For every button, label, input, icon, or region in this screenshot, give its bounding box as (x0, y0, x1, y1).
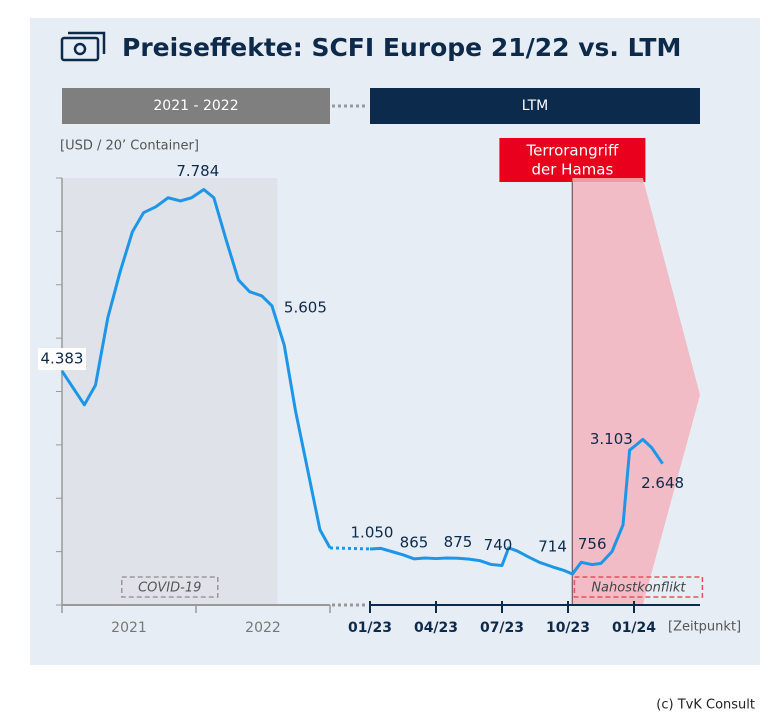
x-tick-label: 2021 (111, 620, 147, 636)
data-label: 2.648 (641, 474, 684, 492)
data-label: 1.050 (351, 523, 394, 541)
data-label: 714 (538, 537, 567, 555)
x-tick-label: 04/23 (414, 620, 458, 636)
header-label: LTM (522, 98, 549, 114)
credit: (c) TvK Consult (656, 698, 755, 713)
price-line (369, 437, 664, 576)
y-unit-label: [USD / 20’ Container] (60, 139, 199, 154)
data-label: 3.103 (590, 430, 633, 448)
conflict-region (572, 178, 700, 605)
x-tick-label: 01/24 (612, 620, 656, 636)
x-tick-label: 2022 (245, 620, 281, 636)
data-label: 5.605 (284, 298, 327, 316)
header-bar (62, 88, 330, 124)
event-label: Terrorangriff (525, 142, 618, 160)
conflict-label: Nahostkonflikt (591, 581, 686, 596)
cash-icon (60, 31, 106, 62)
title: Preiseffekte: SCFI Europe 21/22 vs. LTM (122, 33, 681, 62)
conflict-box (573, 576, 704, 598)
data-label: 7.784 (176, 162, 219, 180)
data-label: 865 (400, 533, 429, 551)
covid-region (62, 178, 278, 605)
data-label: 4.383 (41, 350, 84, 368)
price-line (60, 188, 332, 549)
event-label: der Hamas (532, 161, 614, 179)
data-label: 756 (578, 535, 607, 553)
event-box (499, 138, 646, 182)
data-label: 875 (444, 533, 473, 551)
header-bar (370, 88, 700, 124)
x-tick-label: 10/23 (546, 620, 590, 636)
data-label: 740 (484, 536, 513, 554)
header-label: 2021 - 2022 (153, 98, 238, 114)
line-connector (329, 546, 371, 551)
x-unit-label: [Zeitpunkt] (668, 620, 741, 635)
x-tick-label: 07/23 (480, 620, 524, 636)
label-bg (38, 348, 86, 371)
x-tick-label: 01/23 (348, 620, 392, 636)
covid-label: COVID-19 (138, 581, 201, 596)
covid-box (121, 576, 219, 598)
